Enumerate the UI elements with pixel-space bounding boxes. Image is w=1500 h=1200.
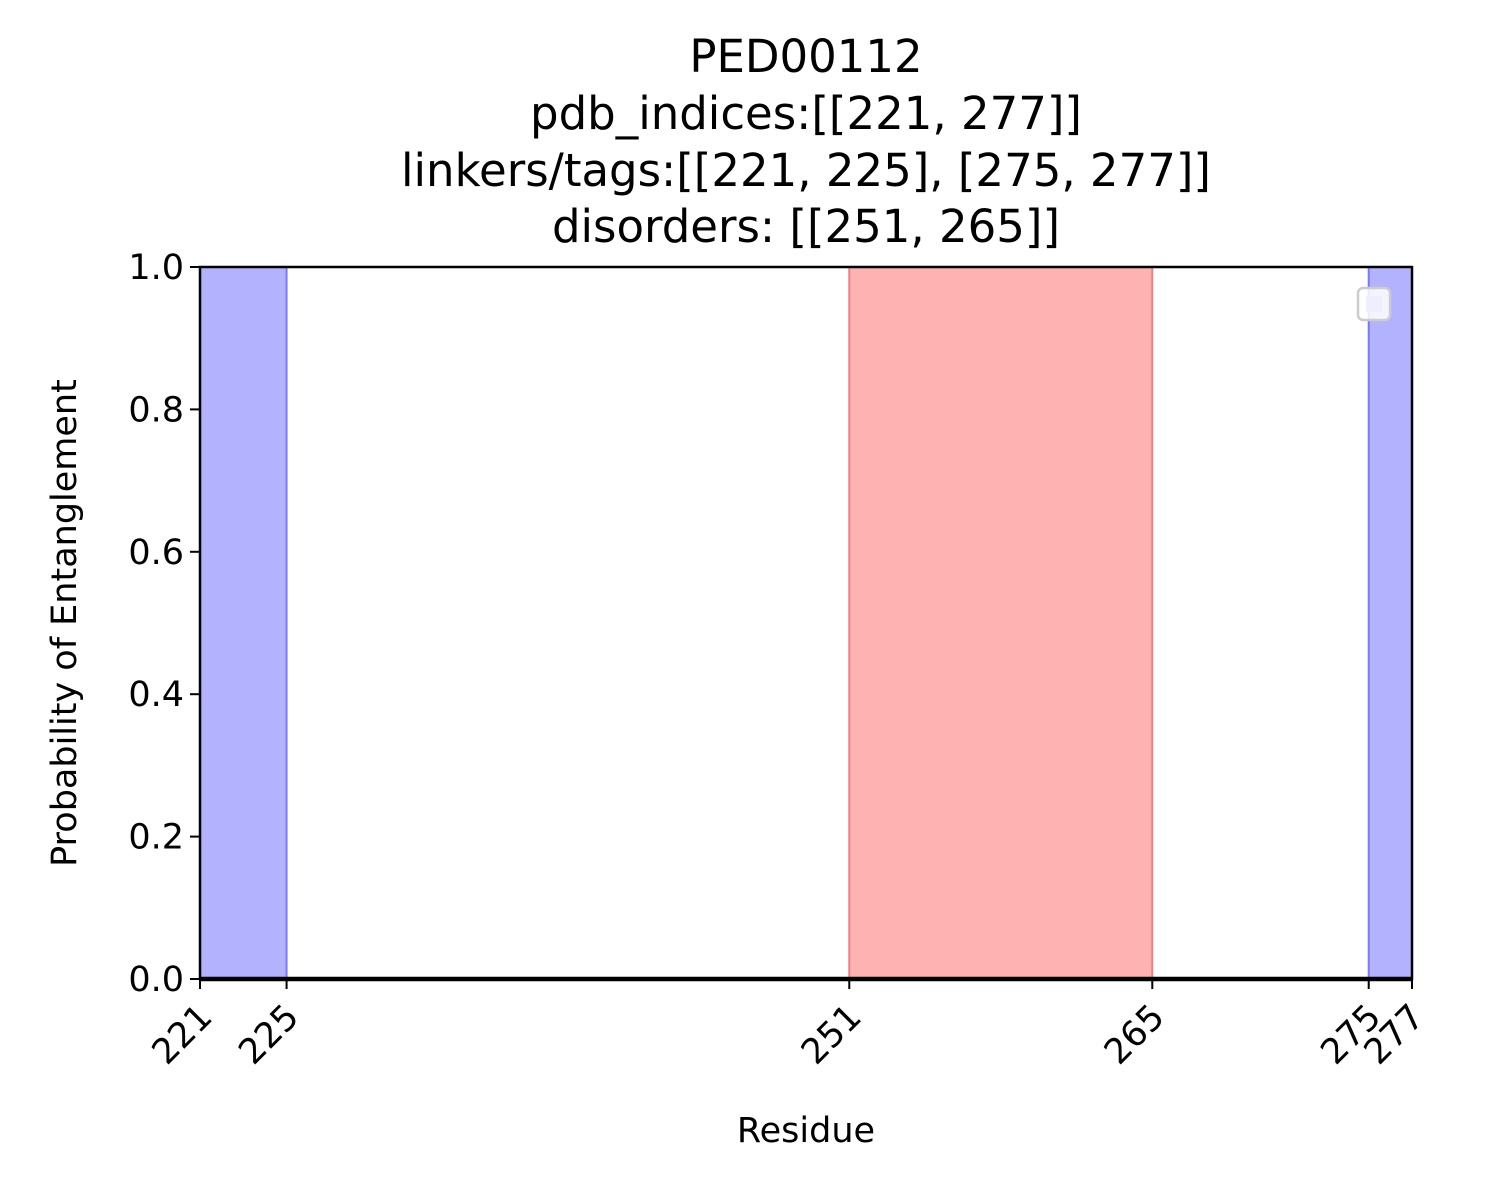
title-line-4: disorders: [[251, 265]] — [552, 200, 1060, 253]
plot-area-background — [200, 267, 1412, 979]
x-tick-label: 221 — [145, 997, 221, 1073]
title-line-3: linkers/tags:[[221, 225], [275, 277]] — [401, 144, 1211, 197]
x-tick-label: 225 — [231, 997, 307, 1073]
linker-span — [1368, 267, 1412, 979]
y-axis-label: Probability of Entanglement — [45, 379, 85, 867]
linker-span — [200, 267, 287, 979]
y-tick-label: 1.0 — [128, 248, 184, 288]
chart-title: PED00112 pdb_indices:[[221, 277]] linker… — [401, 30, 1211, 253]
legend-swatch — [1366, 296, 1382, 312]
disorder-span — [849, 267, 1153, 979]
y-axis-ticks: 0.0 0.2 0.4 0.6 0.8 1.0 — [128, 248, 200, 1000]
x-tick-label: 251 — [794, 997, 870, 1073]
plot-frame — [198, 265, 1414, 981]
y-tick-label: 0.8 — [128, 390, 184, 430]
spans-layer — [199, 267, 1413, 979]
legend — [1356, 286, 1392, 322]
x-axis-label: Residue — [737, 1111, 875, 1151]
y-tick-label: 0.6 — [128, 533, 184, 573]
y-tick-label: 0.0 — [128, 960, 184, 1000]
title-line-2: pdb_indices:[[221, 277]] — [530, 87, 1082, 140]
y-tick-label: 0.4 — [128, 675, 184, 715]
y-tick-label: 0.2 — [128, 818, 184, 858]
title-line-1: PED00112 — [689, 30, 922, 83]
x-tick-label: 265 — [1097, 997, 1173, 1073]
